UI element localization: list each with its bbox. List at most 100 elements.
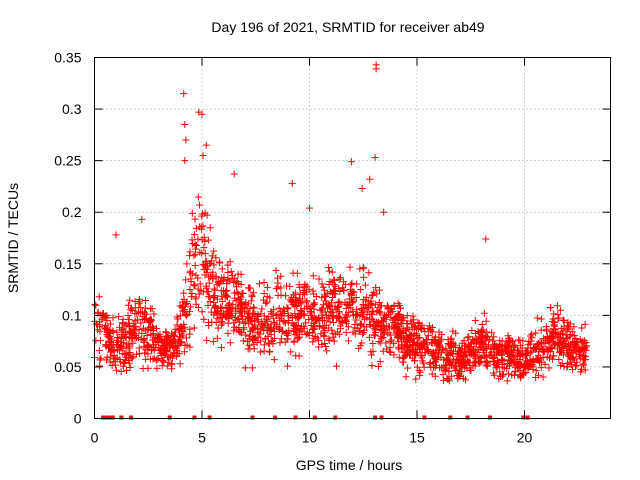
data-point — [260, 347, 268, 355]
data-point — [556, 306, 564, 314]
data-point — [192, 293, 200, 301]
data-point — [471, 317, 479, 324]
data-point — [328, 294, 336, 302]
data-point — [488, 329, 496, 337]
data-point — [337, 322, 345, 330]
data-point — [330, 286, 338, 294]
zero-value-marker — [207, 415, 212, 420]
data-point — [330, 290, 338, 298]
data-point — [360, 273, 368, 281]
data-point — [333, 362, 341, 370]
data-point — [181, 121, 189, 129]
data-point — [107, 320, 115, 328]
data-point — [169, 354, 177, 362]
data-point — [382, 339, 390, 347]
data-point — [277, 335, 285, 343]
data-point — [241, 364, 249, 372]
data-point — [405, 326, 413, 334]
data-point — [415, 367, 423, 375]
zero-value-marker — [104, 415, 109, 420]
data-point — [346, 263, 354, 271]
data-point — [236, 299, 244, 307]
data-point — [187, 303, 195, 311]
data-point — [103, 317, 111, 325]
data-point — [289, 301, 297, 309]
data-point — [482, 317, 490, 325]
data-point — [580, 351, 588, 359]
data-point — [440, 356, 448, 364]
data-point — [292, 296, 300, 304]
data-point — [289, 314, 297, 322]
data-point — [169, 332, 177, 340]
data-point — [393, 317, 401, 325]
data-point — [272, 285, 280, 293]
data-point — [570, 332, 578, 340]
data-point — [518, 361, 525, 369]
data-point — [392, 323, 400, 331]
data-point — [245, 332, 253, 340]
data-point — [489, 357, 497, 365]
data-point — [191, 250, 199, 258]
data-point — [96, 356, 104, 364]
data-point — [125, 316, 133, 324]
data-point — [355, 344, 363, 352]
data-point — [190, 231, 198, 239]
data-point — [190, 281, 198, 289]
data-point — [522, 352, 530, 360]
data-point — [237, 293, 245, 301]
data-point — [138, 215, 146, 223]
zero-value-marker — [192, 415, 197, 420]
data-point — [163, 337, 171, 345]
data-point — [191, 240, 199, 248]
data-point — [179, 328, 187, 336]
data-point — [524, 364, 532, 372]
data-point — [113, 340, 121, 348]
data-point — [458, 339, 466, 347]
data-point — [360, 264, 368, 272]
data-point — [279, 328, 287, 336]
data-point — [469, 336, 477, 344]
data-point — [510, 341, 518, 349]
data-point — [471, 329, 479, 337]
data-point — [214, 277, 222, 285]
data-point — [114, 334, 122, 342]
data-point — [416, 334, 424, 342]
data-point — [204, 301, 212, 309]
data-point — [249, 364, 257, 372]
data-point — [281, 338, 289, 346]
data-point — [369, 322, 377, 330]
data-point — [440, 346, 448, 354]
y-tick-label: 0.35 — [54, 50, 81, 66]
data-point — [192, 300, 200, 308]
data-point — [290, 337, 298, 345]
data-point — [325, 324, 333, 332]
data-point — [352, 310, 360, 318]
data-point — [208, 275, 216, 283]
data-point — [160, 358, 168, 366]
data-point — [326, 278, 334, 286]
data-point — [272, 266, 280, 274]
data-point — [375, 318, 383, 326]
data-point — [212, 254, 220, 262]
data-point — [319, 283, 327, 291]
data-point — [424, 332, 432, 340]
zero-value-marker — [488, 415, 493, 420]
data-point — [302, 298, 310, 306]
data-point — [230, 170, 238, 178]
data-point — [200, 315, 208, 323]
data-point — [169, 338, 177, 346]
data-point — [263, 326, 271, 334]
data-point — [141, 315, 149, 323]
data-point — [278, 327, 286, 335]
data-point — [260, 312, 268, 320]
data-point — [296, 333, 304, 341]
data-point — [192, 242, 200, 250]
data-point — [379, 347, 387, 355]
data-point — [570, 346, 578, 354]
data-point — [253, 339, 261, 347]
data-point — [265, 313, 273, 321]
data-point — [348, 279, 356, 287]
data-point — [516, 336, 524, 344]
data-point — [238, 315, 246, 323]
zero-value-marker — [273, 415, 278, 420]
